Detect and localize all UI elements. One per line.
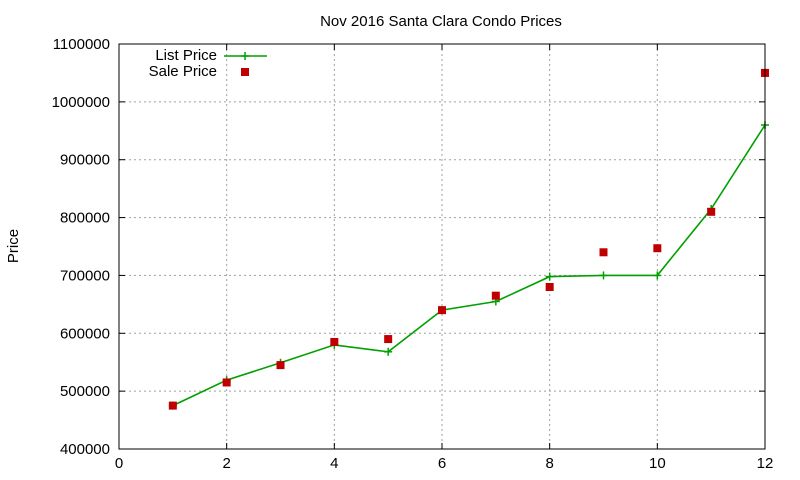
y-tick-label: 900000 [60,152,110,169]
y-axis-ticks: 400000 500000 600000 700000 800000 900000 1000… [52,36,765,458]
data-point [707,207,716,216]
legend-sample-sale-price [241,68,249,76]
x-tick-label: 6 [438,455,446,472]
data-point [491,291,500,300]
data-point [330,337,339,346]
data-point [545,272,554,281]
y-tick-label: 800000 [60,210,110,227]
y-tick-label: 700000 [60,267,110,284]
y-tick-label: 600000 [60,325,110,342]
x-tick-label: 10 [649,455,666,472]
data-point [653,244,662,253]
data-point [438,306,446,315]
data-point [384,335,393,344]
data-point [168,401,177,410]
legend-label-list-price: List Price [155,47,217,64]
legend-marker [241,52,249,60]
x-tick-label: 2 [222,455,230,472]
x-tick-label: 8 [545,455,553,472]
legend-sample-list-price [224,52,267,60]
x-tick-label: 12 [757,455,774,472]
data-point [599,271,608,280]
data-point [222,378,231,387]
series-layer [168,68,769,410]
legend: List Price Sale Price [149,47,267,80]
x-tick-label: 0 [115,455,123,472]
data-point [384,347,393,356]
x-tick-label: 4 [330,455,338,472]
data-point [545,283,554,291]
data-point [599,248,608,257]
series-list-price [168,121,769,410]
y-tick-label: 400000 [60,441,110,458]
chart-title: Nov 2016 Santa Clara Condo Prices [320,13,562,30]
legend-label-sale-price: Sale Price [149,63,217,80]
legend-marker [241,68,249,76]
data-point [653,271,662,280]
y-tick-label: 500000 [60,383,110,400]
y-tick-label: 1100000 [53,36,110,53]
series-sale-price [168,68,769,410]
plot-border [118,43,766,450]
y-tick-label: 1000000 [52,94,110,111]
data-point [276,361,285,370]
y-axis-label: Price [5,229,22,263]
series-line [172,124,766,407]
grid [119,44,765,449]
x-axis-ticks: 0 2 4 6 8 10 12 [115,44,774,472]
